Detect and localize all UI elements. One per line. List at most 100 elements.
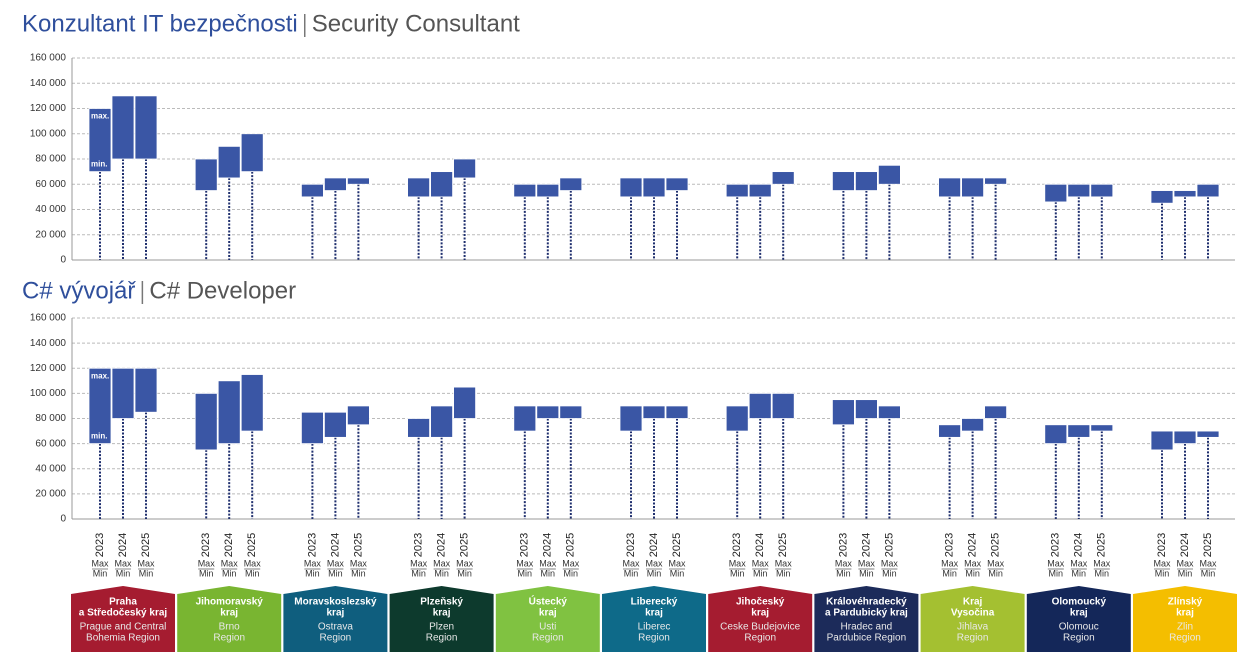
max-label: Max	[622, 558, 640, 568]
range-bar	[194, 158, 218, 191]
max-label: Max	[327, 558, 345, 568]
region-name-cz: Jihočeský	[736, 597, 785, 608]
region-name-en: Region	[320, 633, 352, 644]
range-bar	[1150, 430, 1174, 451]
range-bar	[323, 411, 347, 438]
year-label: 2025	[140, 533, 152, 557]
max-label: Max	[1070, 558, 1088, 568]
min-label: Min	[942, 568, 957, 578]
max-label: Max	[198, 558, 216, 568]
y-tick-label: 140 000	[30, 78, 67, 89]
y-tick-label: 60 000	[35, 438, 66, 449]
range-bar	[1090, 183, 1114, 198]
year-label: 2025	[459, 533, 471, 557]
max-label: Max	[987, 558, 1005, 568]
year-label: 2024	[860, 533, 872, 557]
max-label: Max	[645, 558, 663, 568]
region-name-cz: a Středočeský kraj	[79, 608, 168, 619]
region-name-cz: kraj	[220, 608, 238, 619]
region-name-en: Zlin	[1177, 622, 1193, 633]
region-name-cz: Moravskoslezský	[294, 597, 377, 608]
min-label: Min	[541, 568, 556, 578]
range-bar	[240, 133, 264, 173]
range-bar	[832, 171, 855, 191]
range-bar	[240, 374, 264, 432]
chart-title: C# vývojář	[22, 277, 136, 304]
range-bar	[134, 95, 158, 160]
region-name-cz: kraj	[327, 608, 345, 619]
chart-subtitle: C# Developer	[149, 277, 296, 304]
max-annotation: max.	[91, 112, 109, 121]
range-bar	[300, 183, 324, 198]
y-tick-label: 160 000	[30, 313, 67, 324]
year-label: 2025	[1202, 533, 1214, 557]
min-label: Min	[245, 568, 260, 578]
region-badge	[1133, 586, 1237, 652]
chart-title: Konzultant IT bezpečnosti	[22, 10, 298, 37]
year-label: 2025	[777, 533, 789, 557]
max-label: Max	[1153, 558, 1171, 568]
min-label: Min	[1155, 568, 1170, 578]
range-bar	[194, 392, 218, 451]
year-label: 2023	[944, 533, 956, 557]
range-bar	[407, 177, 431, 198]
region-name-cz: Jihomoravský	[196, 597, 264, 608]
range-bar	[878, 164, 901, 185]
y-tick-label: 80 000	[35, 413, 66, 424]
region-badge	[920, 586, 1025, 652]
range-bar	[665, 405, 689, 419]
max-label: Max	[752, 558, 770, 568]
min-label: Min	[93, 568, 108, 578]
region-name-en: Usti	[539, 622, 556, 633]
range-bar	[1044, 183, 1068, 203]
region-name-cz: Královéhradecký	[826, 597, 907, 608]
y-tick-label: 20 000	[35, 489, 66, 500]
region-name-cz: a Pardubický kraj	[825, 608, 908, 619]
region-badge	[814, 586, 919, 652]
range-bar	[134, 367, 158, 413]
min-label: Min	[670, 568, 685, 578]
region-badge	[389, 586, 494, 652]
region-name-en: Brno	[219, 622, 241, 633]
min-label: Min	[1095, 568, 1110, 578]
max-label: Max	[964, 558, 982, 568]
range-bar	[430, 171, 454, 198]
min-label: Min	[564, 568, 579, 578]
range-bar	[1067, 424, 1091, 438]
y-tick-label: 20 000	[35, 229, 66, 240]
range-bar	[961, 418, 984, 432]
range-bar	[430, 405, 454, 438]
region-badge	[602, 586, 706, 652]
min-label: Min	[882, 568, 897, 578]
region-name-cz: Vysočina	[951, 608, 995, 619]
region-name-cz: Kraj	[963, 597, 983, 608]
year-label: 2025	[671, 533, 683, 557]
region-name-en: Region	[426, 633, 458, 644]
chart-subtitle: Security Consultant	[312, 10, 520, 37]
min-label: Min	[776, 568, 791, 578]
min-label: Min	[139, 568, 154, 578]
min-label: Min	[624, 568, 639, 578]
region-name-en: Liberec	[638, 622, 671, 633]
max-label: Max	[835, 558, 853, 568]
y-tick-label: 40 000	[35, 204, 66, 215]
region-name-en: Ostrava	[318, 622, 353, 633]
range-bar	[748, 183, 772, 198]
range-bar	[725, 405, 749, 432]
min-label: Min	[328, 568, 343, 578]
min-label: Min	[1178, 568, 1193, 578]
range-bar	[619, 405, 643, 432]
year-label: 2025	[1096, 533, 1108, 557]
range-bar	[1173, 190, 1197, 198]
year-label: 2025	[883, 533, 895, 557]
y-tick-label: 0	[60, 255, 66, 266]
year-label: 2023	[837, 533, 849, 557]
range-bar	[217, 145, 241, 179]
max-label: Max	[1176, 558, 1194, 568]
range-bar	[536, 183, 560, 198]
min-label: Min	[647, 568, 662, 578]
region-name-en: Region	[638, 633, 670, 644]
year-label: 2023	[1050, 533, 1062, 557]
y-tick-label: 40 000	[35, 463, 66, 474]
